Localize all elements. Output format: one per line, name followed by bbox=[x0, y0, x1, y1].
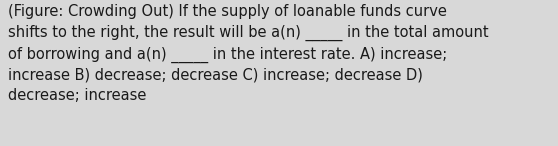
Text: (Figure: Crowding Out) If the supply of loanable funds curve
shifts to the right: (Figure: Crowding Out) If the supply of … bbox=[8, 4, 489, 103]
